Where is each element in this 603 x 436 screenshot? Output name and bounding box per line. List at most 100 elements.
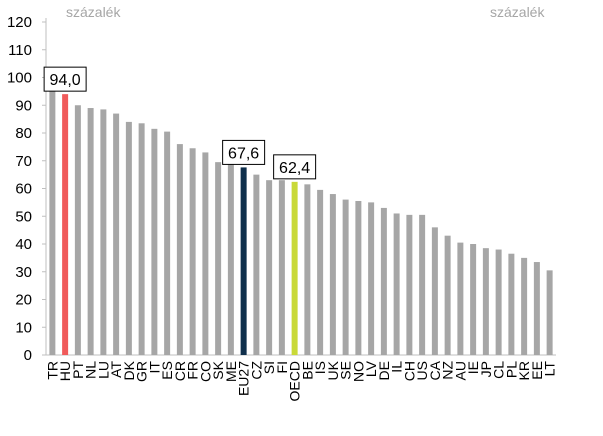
x-tick-label: IT xyxy=(146,361,162,374)
x-tick-label: HU xyxy=(57,361,73,381)
y-tick-label: 30 xyxy=(15,264,32,281)
bar-be xyxy=(304,184,311,355)
x-tick-label: KR xyxy=(516,361,532,380)
x-tick-label: AU xyxy=(452,361,468,380)
x-tick-label: IL xyxy=(389,361,405,373)
x-tick-label: FR xyxy=(185,361,201,380)
y-tick-label: 10 xyxy=(15,319,32,336)
x-tick-label: CA xyxy=(427,360,443,380)
bar-lt xyxy=(546,270,553,355)
x-tick-label: CH xyxy=(401,361,417,381)
y-tick-label: 80 xyxy=(15,125,32,142)
y-tick-label: 20 xyxy=(15,292,32,309)
x-tick-label: SK xyxy=(210,360,226,379)
bar-se xyxy=(342,199,349,355)
y-axis-unit-left: százalék xyxy=(66,4,121,20)
bar-ee xyxy=(533,262,540,355)
bar-lu xyxy=(100,109,107,355)
x-tick-label: UK xyxy=(325,360,341,380)
x-tick-label: PT xyxy=(70,361,86,379)
bar-ca xyxy=(431,227,438,355)
bar-hu xyxy=(62,94,69,356)
bar-de xyxy=(380,207,387,355)
x-tick-label: IE xyxy=(465,361,481,374)
bar-lv xyxy=(368,202,375,355)
x-tick-label: ES xyxy=(159,361,175,380)
y-tick-label: 50 xyxy=(15,208,32,225)
bar-nl xyxy=(87,108,94,356)
bar-ie xyxy=(470,244,477,355)
bar-no xyxy=(355,200,362,355)
bar-gr xyxy=(138,123,145,355)
bar-kr xyxy=(521,257,528,355)
bar-pl xyxy=(508,253,515,355)
data-label-oecd: 62,4 xyxy=(279,160,310,177)
bar-es xyxy=(164,131,171,355)
bar-at xyxy=(113,113,120,355)
x-tick-label: SI xyxy=(261,361,277,374)
x-tick-label: LT xyxy=(542,361,558,377)
bar-fr xyxy=(189,148,196,355)
x-tick-label: EU27 xyxy=(236,361,252,396)
bar-sk xyxy=(215,162,222,355)
y-axis-unit-right: százalék xyxy=(490,4,545,20)
bar-ch xyxy=(406,214,413,355)
x-tick-label: LV xyxy=(363,360,379,377)
bar-uk xyxy=(329,194,336,355)
x-tick-label: EE xyxy=(529,361,545,380)
x-tick-label: CR xyxy=(172,361,188,381)
data-label-eu27: 67,6 xyxy=(228,145,259,162)
x-tick-label: CZ xyxy=(248,361,264,380)
x-tick-label: AT xyxy=(108,361,124,378)
x-tick-label: IS xyxy=(312,361,328,374)
bar-cz xyxy=(253,174,260,355)
data-label-box-oecd xyxy=(273,154,317,180)
bar-au xyxy=(457,242,464,355)
x-tick-label: PL xyxy=(503,361,519,378)
bar-it xyxy=(151,128,158,355)
x-tick-label: BE xyxy=(299,361,315,380)
x-tick-label: NZ xyxy=(440,361,456,380)
bar-eu27 xyxy=(240,167,247,355)
bar-il xyxy=(393,213,400,355)
y-tick-label: 40 xyxy=(15,236,32,253)
data-label-box-eu27 xyxy=(222,139,266,165)
x-tick-label: CL xyxy=(491,361,507,379)
bar-fi xyxy=(278,180,285,355)
x-tick-label: DK xyxy=(121,360,137,380)
bar-jp xyxy=(482,248,489,355)
x-tick-label: US xyxy=(414,361,430,380)
x-tick-label: SE xyxy=(338,361,354,380)
bar-is xyxy=(317,189,324,355)
y-tick-label: 100 xyxy=(7,70,32,87)
x-tick-label: GR xyxy=(134,361,150,382)
bar-cr xyxy=(176,144,183,355)
y-tick-label: 110 xyxy=(8,42,32,59)
bar-si xyxy=(266,180,273,355)
x-tick-label: FI xyxy=(274,361,290,373)
bar-oecd xyxy=(291,181,298,355)
bar-cl xyxy=(495,249,502,355)
bar-us xyxy=(419,214,426,355)
bar-co xyxy=(202,152,209,355)
x-tick-label: TR xyxy=(44,361,60,380)
bar-nz xyxy=(444,235,451,355)
x-tick-label: CO xyxy=(197,361,213,382)
y-tick-label: 0 xyxy=(24,347,32,364)
data-label-hu: 94,0 xyxy=(50,72,81,89)
x-tick-label: NL xyxy=(83,361,99,379)
y-tick-label: 120 xyxy=(7,14,32,31)
bar-me xyxy=(227,163,234,355)
data-label-box-hu xyxy=(43,66,87,92)
bar-pt xyxy=(74,105,81,355)
y-tick-label: 70 xyxy=(15,153,32,170)
bar-tr xyxy=(49,84,56,355)
bar-dk xyxy=(125,121,132,356)
x-tick-label: DE xyxy=(376,361,392,380)
y-tick-label: 60 xyxy=(15,181,32,198)
x-tick-label: NO xyxy=(350,361,366,382)
y-tick-label: 90 xyxy=(15,97,32,114)
x-tick-label: OECD xyxy=(287,361,303,401)
x-tick-label: LU xyxy=(95,361,111,379)
